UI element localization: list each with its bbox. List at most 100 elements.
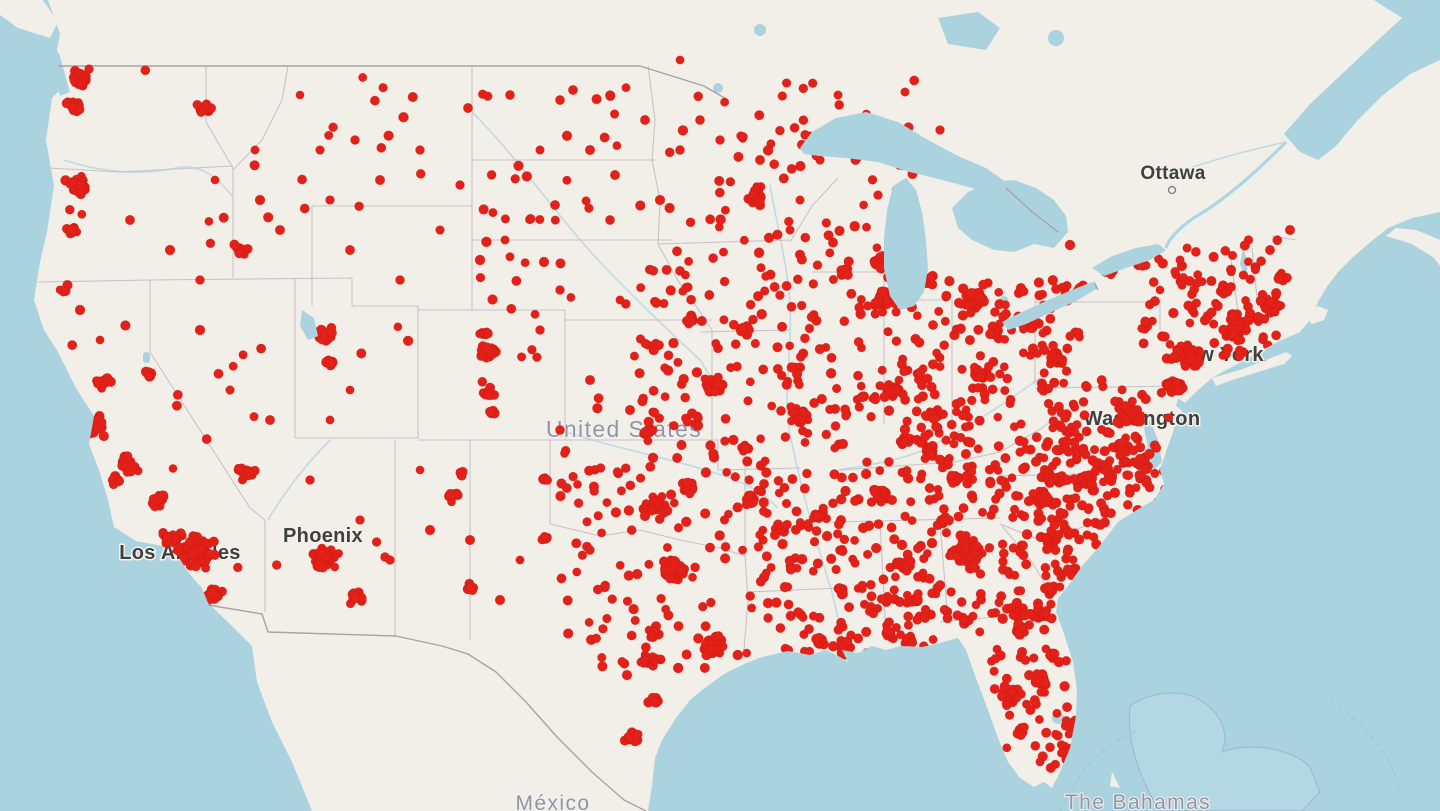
map-dot [1064,239,1076,251]
map-dot [830,421,841,431]
map-dot [792,274,803,285]
map-dot [602,498,612,508]
map-dot [841,411,851,421]
map-dot [894,375,904,385]
map-dot [1015,586,1026,596]
map-dot [814,343,826,355]
map-dot [623,570,635,581]
map-dot [1034,715,1044,724]
map-dot [715,214,726,225]
map-dot [900,87,910,97]
map-dot [916,380,928,391]
map-dot [218,212,229,223]
map-dot [1047,349,1057,359]
map-dot [684,256,694,266]
map-dot [500,214,511,224]
puget-sound [0,30,70,96]
map-dot [918,641,929,652]
map-dot [122,451,133,461]
map-dot [1267,297,1278,308]
map-dot [714,175,725,186]
map-dot [932,348,942,358]
map-dot [1008,610,1019,621]
map-dot [973,444,983,454]
map-dot [853,370,863,381]
map-dot [953,297,965,309]
map-dot [681,477,693,488]
map-dot [834,100,845,110]
map-dot [205,238,216,249]
map-dot [809,397,820,409]
map-dot [556,573,567,584]
map-dot [795,351,806,362]
map-dot [660,363,670,373]
map-dot [686,408,698,419]
map-dot [1084,611,1095,622]
map-dot [1018,623,1028,633]
map-dot [1051,283,1062,294]
map-dot [1189,284,1200,295]
map-dot [719,276,730,287]
map-dot [385,555,395,565]
map-dot [907,637,918,648]
map-dot [1006,325,1017,335]
map-dot [738,545,748,555]
map-dot [463,103,473,113]
map-dot [67,340,78,351]
map-dot [993,466,1003,475]
map-dot [719,553,731,564]
map-dot [989,683,1000,694]
map-dot [861,222,872,232]
map-dot [900,645,910,655]
map-dot [1050,559,1060,569]
map-dot [789,122,800,133]
map-dot [924,494,935,505]
map-dot [99,539,110,550]
map-dot [1017,463,1029,475]
map-dot [995,369,1005,379]
map-dot [1153,523,1163,534]
map-dot [584,617,594,627]
map-dot [249,412,259,422]
map-dot [708,448,719,459]
map-dot [656,593,666,604]
map-dot [780,432,791,442]
map-dot [1062,295,1073,306]
map-dot [1241,295,1251,305]
bahama-bank [1128,692,1321,811]
map-dot [867,117,878,128]
map-dot [328,122,338,132]
map-dot [756,308,767,320]
map-dot [838,589,848,599]
map-dot [719,315,729,325]
map-dot [660,392,670,402]
map-dot [505,252,515,262]
map-dot [571,538,582,549]
map-dot [706,643,718,655]
map-dot [1095,519,1106,530]
map-dot [634,368,645,379]
map-dot [573,498,584,508]
map-dot [555,490,566,502]
map-dot [676,439,687,451]
map-dot [86,536,96,547]
map-dot [1070,493,1081,503]
map-dot [1135,260,1146,270]
map-dot [1063,447,1074,457]
map-dot [1095,613,1106,624]
map-dot [1160,484,1170,495]
map-dot [383,130,394,141]
map-dot [1000,334,1010,344]
map-dot [625,480,636,491]
map-dot [584,203,594,213]
map-dot [972,541,982,551]
map-dot [833,624,844,635]
map-dot [1045,742,1055,753]
map-dot [299,203,310,214]
map-dot [1038,300,1049,310]
map-dot [878,286,889,297]
map-dot [1017,540,1028,551]
map-dot [686,294,697,305]
map-dot [1182,243,1192,253]
